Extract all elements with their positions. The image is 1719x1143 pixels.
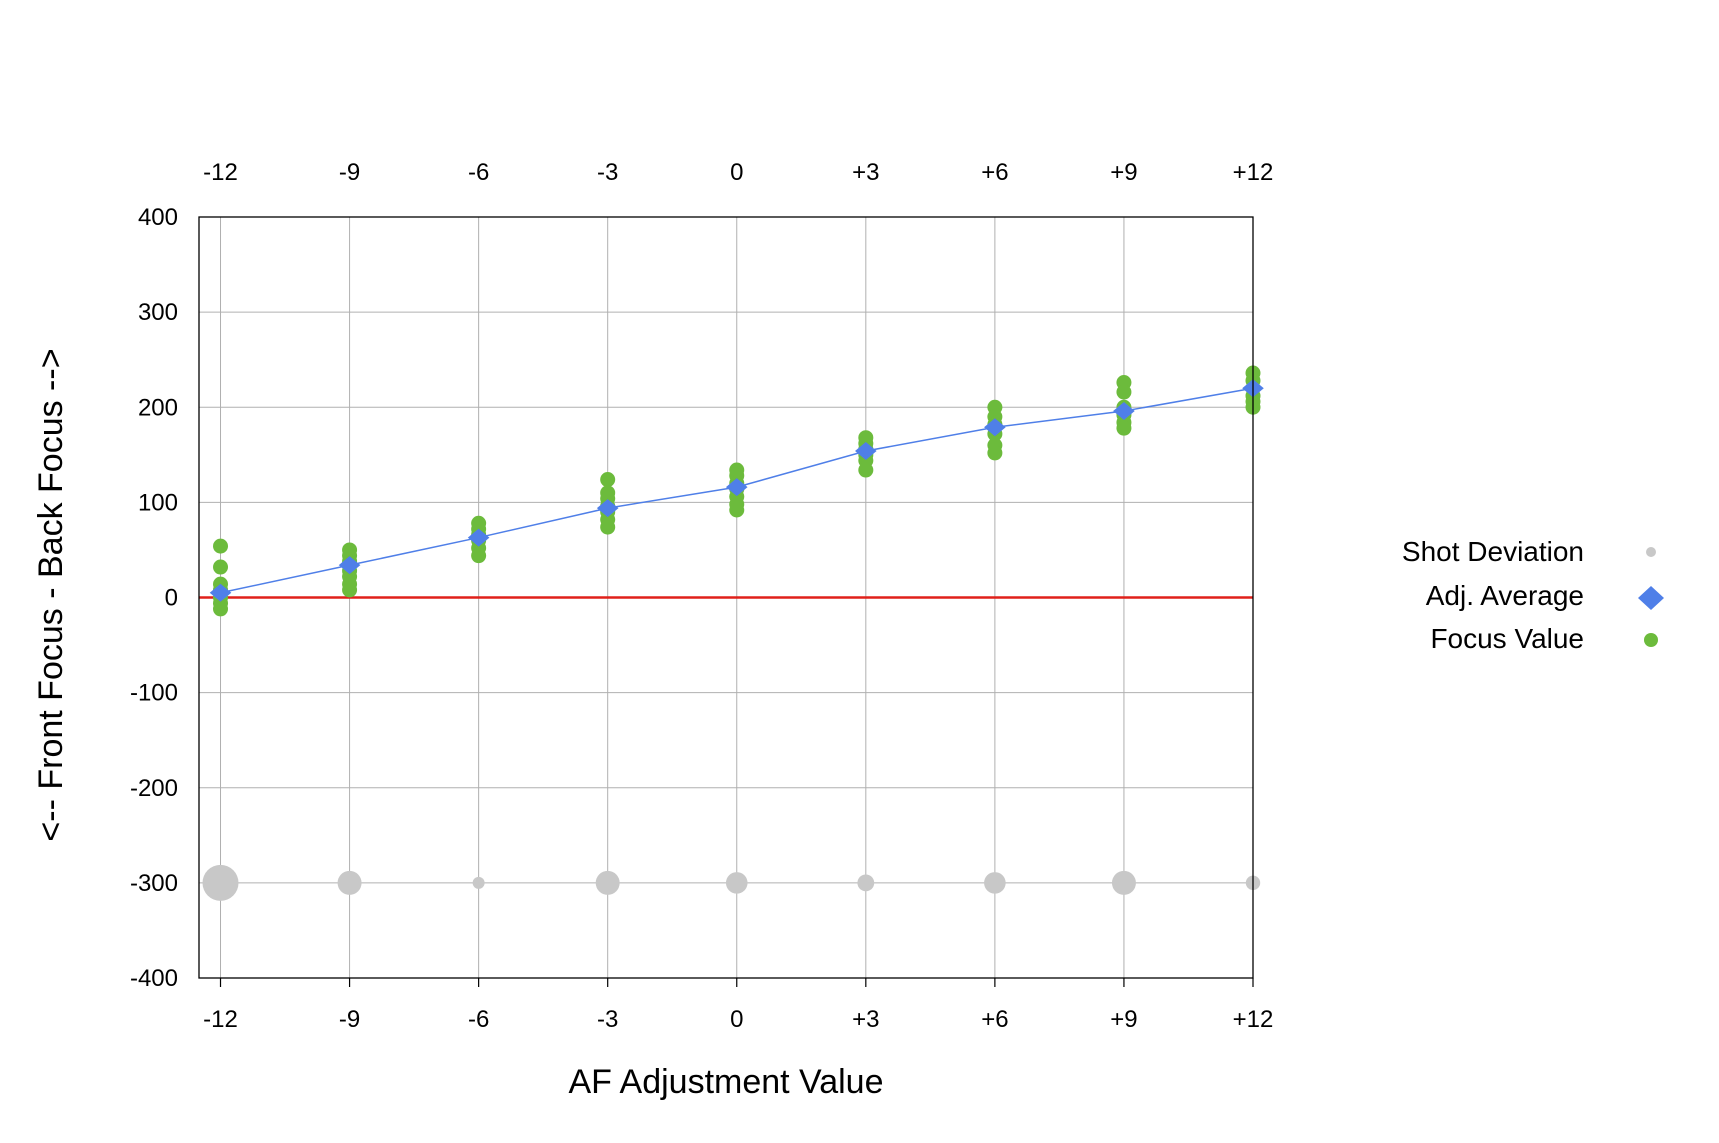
adj-average-marker: [1113, 402, 1135, 421]
focus-value-point: [471, 548, 487, 564]
adj-average-marker: [596, 499, 619, 518]
adj-average-series: [209, 379, 1264, 602]
x-tick-label-top: +6: [981, 159, 1008, 186]
shot-deviation-bubble: [472, 876, 485, 889]
y-tick-label: 200: [138, 394, 178, 421]
y-tick-label: -100: [130, 680, 178, 707]
y-tick-label: -300: [130, 870, 178, 897]
legend: Shot Deviation Adj. Average Focus Value: [1402, 536, 1664, 654]
adj-average-marker: [725, 478, 748, 497]
x-tick-label-top: -12: [203, 159, 238, 186]
shot-deviation-bubble: [595, 870, 620, 895]
legend-marker-shot-deviation: [1646, 547, 1656, 557]
shot-deviation-bubble: [337, 870, 362, 895]
adj-average-marker: [467, 528, 490, 547]
plot-area-frame: [198, 216, 1254, 979]
y-tick-label: 400: [138, 204, 178, 231]
y-tick-label: 300: [138, 299, 178, 326]
x-tick-label-bottom: -3: [597, 1006, 618, 1033]
x-tick-label-bottom: -6: [468, 1006, 489, 1033]
x-tick-label-top: +9: [1110, 159, 1137, 186]
x-tick-label-top: +12: [1233, 159, 1274, 186]
x-tick-label-bottom: +9: [1110, 1006, 1137, 1033]
legend-label-shot-deviation: Shot Deviation: [1402, 536, 1584, 567]
focus-value-point: [1116, 420, 1132, 436]
legend-label-adj-average: Adj. Average: [1426, 580, 1584, 611]
y-tick-label: 0: [165, 585, 178, 612]
shot-deviation-bubble: [725, 872, 748, 894]
shot-deviation-series: [202, 864, 1261, 901]
x-tick-label-top: -6: [468, 159, 489, 186]
shot-deviation-bubble: [202, 864, 239, 901]
adj-average-marker: [338, 556, 361, 575]
x-tick-label-bottom: +3: [852, 1006, 879, 1033]
focus-value-point: [600, 519, 616, 535]
x-tick-label-bottom: +6: [981, 1006, 1008, 1033]
x-tick-label-bottom: 0: [730, 1006, 743, 1033]
focus-value-point: [213, 538, 229, 554]
focus-value-point: [729, 502, 745, 518]
focus-value-point: [342, 582, 358, 598]
x-tick-label-bottom: -9: [339, 1006, 360, 1033]
y-tick-label: 100: [138, 489, 178, 516]
focus-value-point: [213, 559, 229, 575]
shot-deviation-bubble: [1111, 870, 1136, 895]
focus-value-point: [1116, 384, 1132, 400]
adj-average-marker: [209, 583, 232, 602]
y-tick-label: -400: [130, 965, 178, 992]
focus-value-point: [987, 445, 1003, 461]
focus-value-point: [600, 472, 616, 488]
legend-marker-adj-average: [1638, 586, 1664, 610]
legend-label-focus-value: Focus Value: [1430, 623, 1584, 654]
x-tick-label-bottom: -12: [203, 1006, 238, 1033]
adj-average-marker: [984, 418, 1006, 437]
adj-average-marker: [855, 442, 877, 461]
y-axis-title: <-- Front Focus - Back Focus -->: [32, 348, 70, 841]
focus-value-point: [858, 462, 874, 478]
x-tick-label-top: -9: [339, 159, 360, 186]
x-tick-label-top: -3: [597, 159, 618, 186]
x-tick-label-top: 0: [730, 159, 743, 186]
shot-deviation-bubble: [857, 874, 875, 892]
tick-labels: 4003002001000-100-200-300-400-12-12-9-9-…: [130, 159, 1273, 1033]
x-tick-label-top: +3: [852, 159, 879, 186]
y-tick-label: -200: [130, 775, 178, 802]
shot-deviation-bubble: [984, 872, 1006, 894]
x-tick-label-bottom: +12: [1233, 1006, 1274, 1033]
legend-marker-focus-value: [1644, 633, 1658, 647]
x-axis-title: AF Adjustment Value: [569, 1063, 884, 1101]
focus-value-point: [213, 601, 229, 617]
